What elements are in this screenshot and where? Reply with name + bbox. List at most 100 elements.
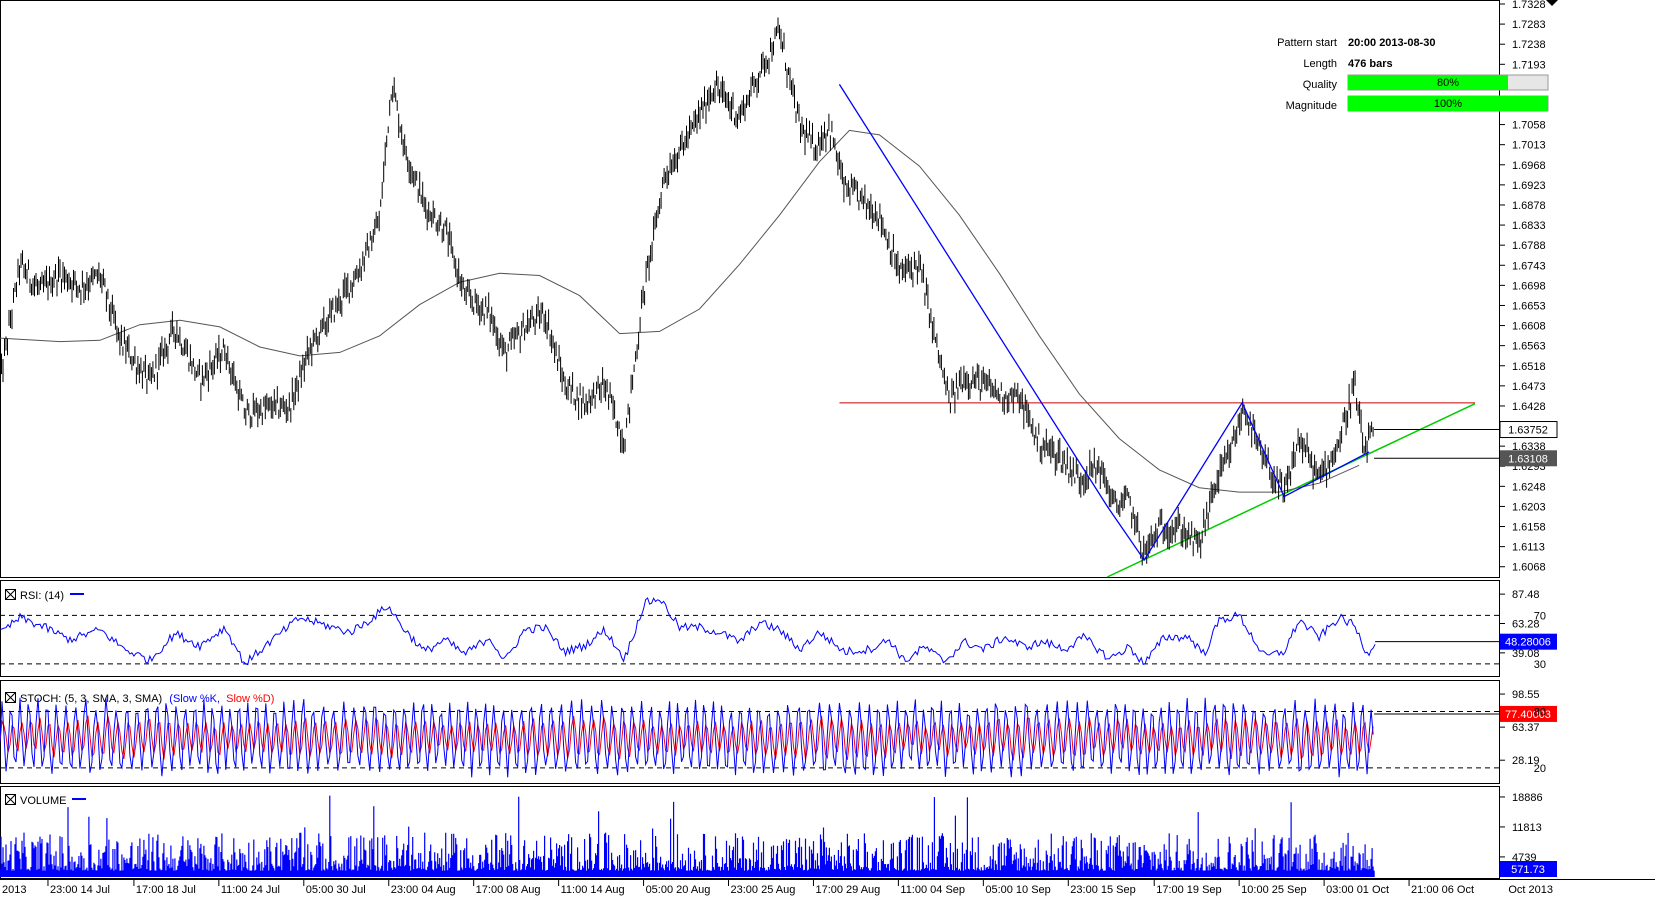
pattern-price-tag [1500, 450, 1557, 467]
stoch-legend-k: (Slow %K, [169, 693, 220, 705]
volume-current-tag [1500, 861, 1557, 877]
price-bar-wicks [0, 17, 1374, 566]
price-tick-label: 1.6968 [1512, 160, 1546, 172]
rsi-title: RSI: (14) [20, 590, 64, 602]
rsi-level-label: 70 [1534, 610, 1546, 622]
price-tick-label: 1.6833 [1512, 220, 1546, 232]
magnitude-bar-fill [1348, 96, 1548, 111]
price-tick-label: 1.6518 [1512, 361, 1546, 373]
stoch-current-tag [1500, 705, 1557, 722]
stoch-legend-d-name: Slow %D [226, 693, 271, 705]
support-trend-line [1106, 403, 1476, 578]
time-axis: 2013 23:00 14 Jul 17:00 18 Jul 11:00 24 Jul… [0, 879, 1655, 896]
price-tick-label: 1.6203 [1512, 501, 1546, 513]
price-tick-label: 1.6878 [1512, 200, 1546, 212]
current-price-label: 1.63752 [1508, 425, 1548, 437]
stoch-panel: STOCH: (5, 3, SMA, 3, SMA) (Slow %K, Slo… [0, 680, 1557, 784]
quality-bar-fill [1348, 75, 1508, 90]
volume-title: VOLUME [20, 795, 66, 807]
pattern-info-box: Pattern start 20:00 2013-08-30 Length 47… [1277, 37, 1549, 112]
price-tick-label: 1.6608 [1512, 321, 1546, 333]
time-tick-label: 17:00 08 Aug [476, 884, 541, 896]
rsi-current-label: 48.28006 [1505, 637, 1551, 649]
rsi-plot: 70 30 [0, 597, 1546, 671]
length-value: 476 bars [1348, 58, 1393, 70]
price-tick-label: 1.7283 [1512, 19, 1546, 31]
volume-plot [0, 795, 1375, 877]
price-tick-label: 1.6653 [1512, 300, 1546, 312]
price-tick-label: 1.6923 [1512, 180, 1546, 192]
price-bars [0, 17, 1374, 566]
pattern-price-label: 1.63108 [1508, 453, 1548, 465]
stoch-tick-label: 63.37 [1512, 722, 1540, 734]
time-tick-label: 05:00 10 Sep [985, 884, 1050, 896]
quality-value: 80% [1437, 77, 1459, 89]
price-tick-label: 1.6428 [1512, 401, 1546, 413]
magnitude-label: Magnitude [1286, 100, 1337, 112]
price-plot [0, 17, 1500, 578]
price-tick-label: 1.7328 [1512, 0, 1546, 11]
stoch-slow-d-line [0, 715, 1374, 761]
pattern-start-value: 20:00 2013-08-30 [1348, 37, 1435, 49]
time-tick-label: 2013 [2, 884, 26, 896]
time-tick-label: 17:00 29 Aug [815, 884, 880, 896]
volume-current-label: 571.73 [1511, 864, 1545, 876]
price-tick-label: 1.6473 [1512, 381, 1546, 393]
time-tick-label: 11:00 14 Aug [561, 884, 625, 896]
time-tick-label: 11:00 04 Sep [900, 884, 965, 896]
quality-label: Quality [1303, 79, 1338, 91]
stoch-current-label: 77.40003 [1505, 709, 1551, 721]
rsi-current-tag [1500, 633, 1557, 650]
rsi-level-label: 30 [1534, 659, 1546, 671]
time-tick-label: 23:00 15 Sep [1070, 884, 1135, 896]
stoch-slow-k-line [0, 697, 1374, 778]
stoch-legend-d: Slow %D) [226, 693, 274, 705]
price-tick-label: 1.7193 [1512, 59, 1546, 71]
time-tick-label: 23:00 04 Aug [391, 884, 456, 896]
time-tick-label: 10:00 25 Sep [1241, 884, 1306, 896]
volume-tick-label: 4739 [1512, 852, 1536, 864]
stoch-close-icon[interactable] [5, 692, 16, 703]
time-tick-label: 17:00 19 Sep [1156, 884, 1221, 896]
price-tick-label: 1.6788 [1512, 240, 1546, 252]
rsi-tick-label: 87.48 [1512, 589, 1540, 601]
time-tick-label: 11:00 24 Jul [221, 884, 280, 896]
stoch-title-text: STOCH: (5, 3, SMA, 3, SMA) (Slow %K, Slo… [20, 693, 274, 705]
stoch-level-label: 80 [1534, 707, 1546, 719]
rsi-line [0, 597, 1376, 666]
time-tick-label: 23:00 14 Jul [50, 884, 110, 896]
price-tick-label: 1.6068 [1512, 562, 1546, 574]
price-tick-label: 1.6743 [1512, 260, 1546, 272]
price-tick-label: 1.6248 [1512, 481, 1546, 493]
stoch-axis: 98.55 63.37 28.19 77.40003 [1500, 689, 1557, 767]
volume-bars [0, 795, 1375, 877]
time-tick-label: 03:00 01 Oct [1326, 884, 1389, 896]
stoch-plot: 80 20 [0, 697, 1546, 778]
stoch-tick-label: 28.19 [1512, 755, 1540, 767]
price-tick-label: 1.6158 [1512, 522, 1546, 534]
collapse-arrow-icon[interactable] [1546, 0, 1558, 6]
length-label: Length [1303, 58, 1337, 70]
stoch-title: STOCH: (5, 3, SMA, 3, SMA) [20, 693, 162, 705]
time-tick-label: 21:00 06 Oct [1411, 884, 1474, 896]
price-tick-label: 1.7238 [1512, 39, 1546, 51]
time-tick-label: 05:00 30 Jul [306, 884, 366, 896]
time-tick-label: 17:00 18 Jul [136, 884, 196, 896]
volume-tick-label: 18886 [1512, 792, 1543, 804]
magnitude-value: 100% [1434, 98, 1462, 110]
rsi-tick-label: 63.28 [1512, 618, 1540, 630]
volume-close-icon[interactable] [5, 794, 16, 805]
price-tick-label: 1.6113 [1512, 542, 1545, 554]
time-tick-label: Oct 2013 [1508, 884, 1553, 896]
rsi-tick-label: 39.08 [1512, 648, 1540, 660]
moving-average-line [0, 129, 1360, 493]
rsi-close-icon[interactable] [5, 589, 16, 600]
price-tick-label: 1.7058 [1512, 120, 1546, 132]
pattern-start-label: Pattern start [1277, 37, 1337, 49]
